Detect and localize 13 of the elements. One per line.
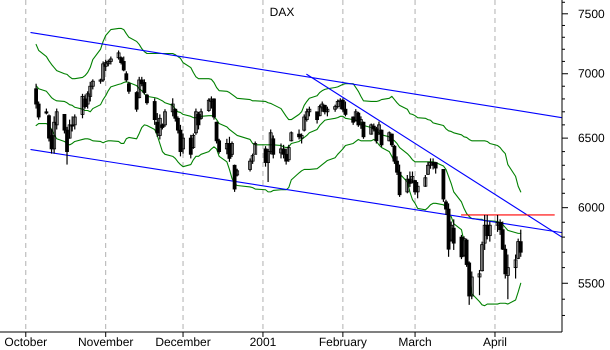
x-tick-label: April xyxy=(482,335,507,349)
y-tick-label: 7500 xyxy=(578,6,606,21)
y-tick-label: 5500 xyxy=(578,276,606,290)
x-tick-label: October xyxy=(4,335,48,349)
y-tick-label: 7000 xyxy=(578,66,606,81)
x-tick-label: February xyxy=(318,335,367,349)
x-tick-label: December xyxy=(155,335,211,349)
x-tick-label: November xyxy=(78,335,134,349)
y-tick-label: 6500 xyxy=(578,131,606,146)
chart-title: DAX xyxy=(270,5,294,19)
x-tick-label: March xyxy=(398,335,432,349)
y-tick-label: 6000 xyxy=(578,200,606,215)
x-tick-label: 2001 xyxy=(250,335,277,349)
